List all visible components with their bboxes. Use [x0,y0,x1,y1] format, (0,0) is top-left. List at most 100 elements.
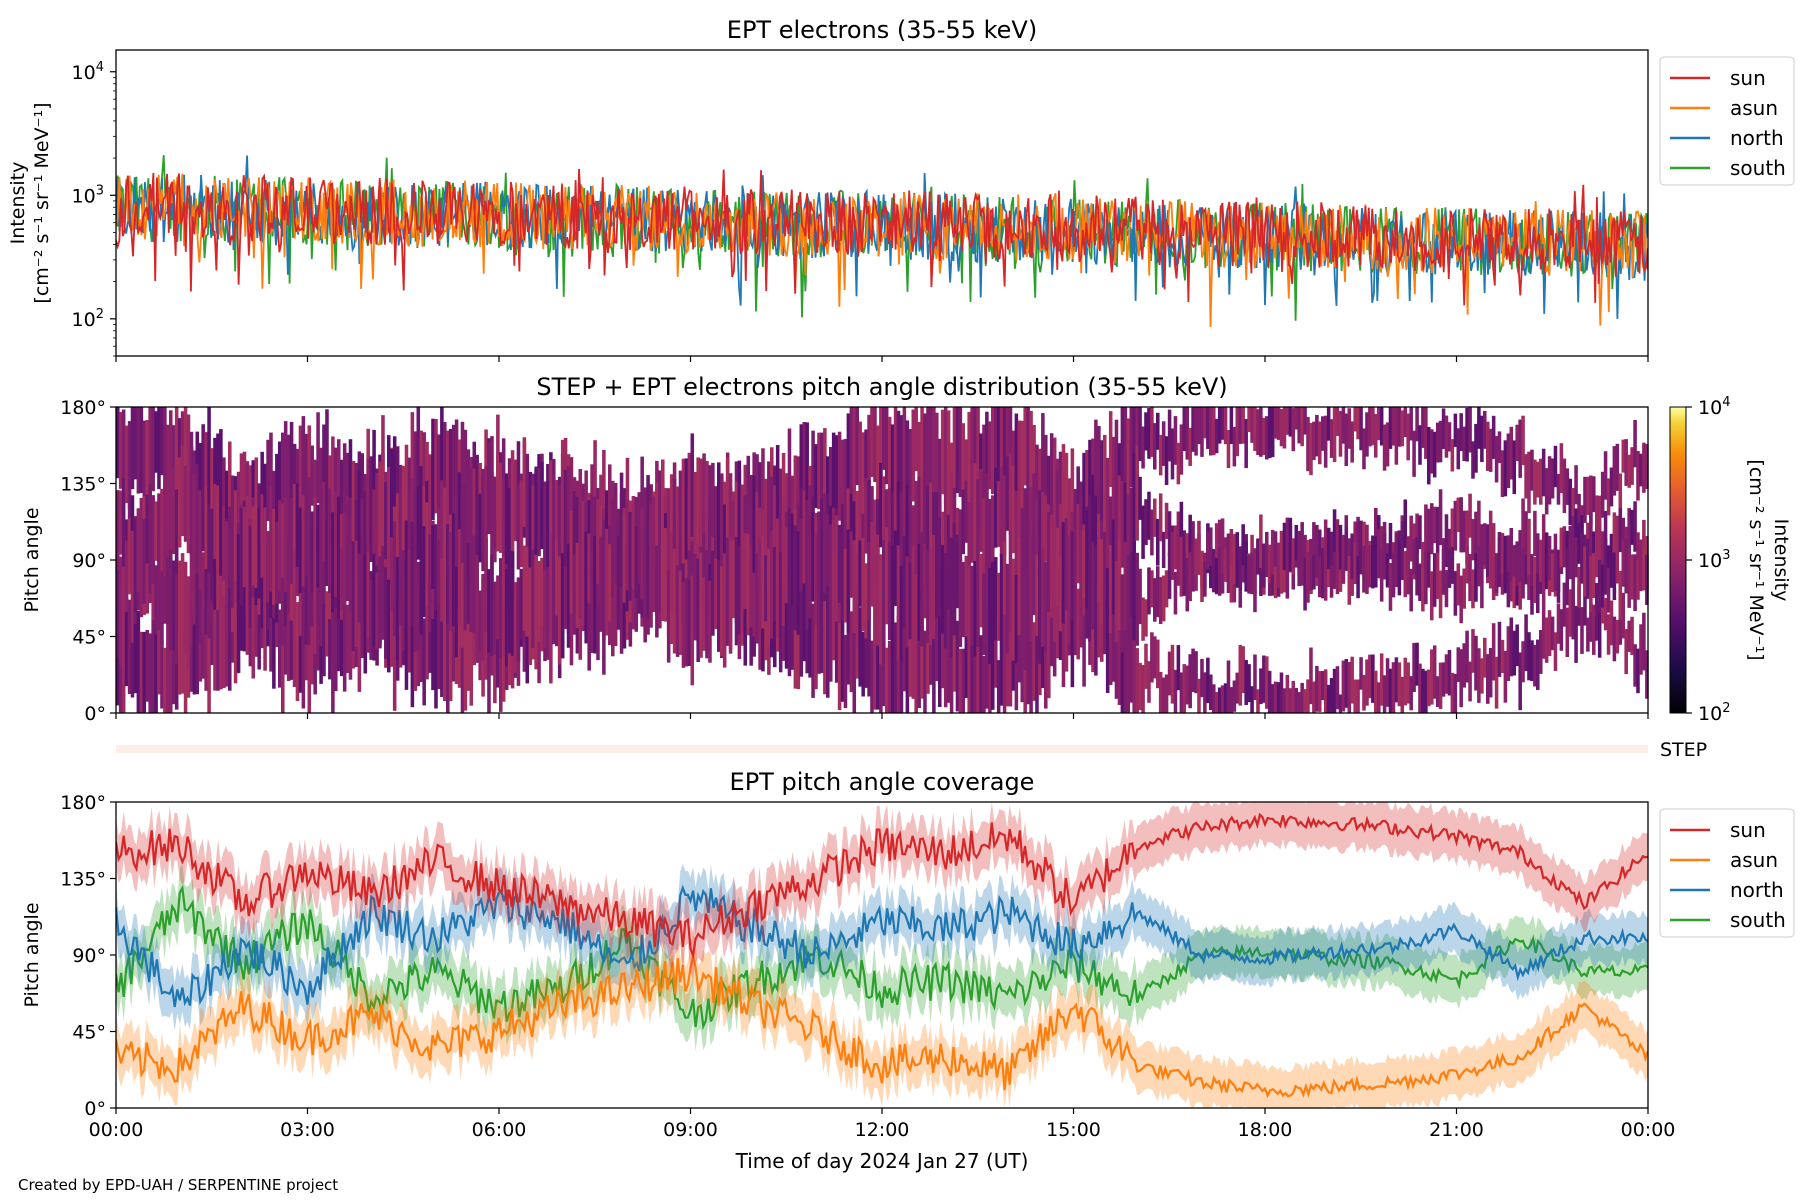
panel3-y-ticks: 0°45°90°135°180° [60,792,116,1120]
heatmap-cell [1194,538,1198,575]
heatmap-cell [1606,568,1611,613]
heatmap-cell [363,491,368,593]
heatmap-cell [920,532,924,647]
heatmap-cell [381,452,385,557]
heatmap-cell [1368,407,1372,447]
heatmap-cell [1630,554,1634,600]
heatmap-cell [1335,519,1340,563]
heatmap-cell [870,407,874,478]
heatmap-cell [531,549,535,649]
heatmap-cell [1318,421,1322,465]
heatmap-cell [840,504,845,621]
heatmap-cell [1082,530,1086,598]
heatmap-cell [337,587,341,672]
heatmap-cell [1238,407,1243,444]
heatmap-cell [1217,519,1222,565]
heatmap-cell [1565,607,1570,657]
heatmap-cell [1415,407,1419,442]
heatmap-cell [1362,675,1366,711]
heatmap-cell [1156,518,1160,566]
heatmap-cell [1568,478,1573,526]
heatmap-cell [1064,568,1069,672]
heatmap-cell [154,411,158,473]
heatmap-cell [773,485,777,582]
heatmap-cell [675,486,680,573]
heatmap-cell [378,461,382,583]
heatmap-cell [216,485,220,570]
heatmap-cell [1091,541,1095,630]
heatmap-cell [864,429,868,508]
heatmap-cell [1241,524,1245,566]
heatmap-cell [664,528,668,622]
heatmap-cell [1055,471,1060,570]
heatmap-cell [1362,428,1366,470]
heatmap-cell [257,576,261,670]
heatmap-cell [325,483,329,586]
heatmap-cell [560,453,565,565]
heatmap-cell [351,541,356,652]
heatmap-cell [1321,416,1325,451]
heatmap-cell [1571,516,1575,568]
heatmap-cell [870,640,874,713]
heatmap-cell [814,533,818,625]
heatmap-cell [446,524,450,624]
heatmap-cell [251,506,256,586]
heatmap-cell [1491,553,1496,600]
heatmap-cell [1350,656,1354,704]
heatmap-cell [1377,407,1381,441]
heatmap-cell [955,407,960,494]
heatmap-cell [843,635,848,709]
heatmap-cell [1049,433,1054,519]
heatmap-cell [958,557,963,647]
heatmap-cell [163,647,167,713]
heatmap-cell [1533,644,1537,687]
heatmap-cell [1597,524,1602,573]
heatmap-cell [1144,599,1148,637]
heatmap-cell [1014,490,1019,584]
heatmap-cell [1297,692,1301,713]
heatmap-cell [793,455,798,552]
heatmap-cell [1468,661,1472,702]
heatmap-cell [1161,421,1166,466]
heatmap-cell [870,522,874,607]
heatmap-cell [943,407,948,506]
heatmap-cell [1335,547,1340,595]
heatmap-cell [1191,545,1195,592]
heatmap-cell [248,525,253,628]
heatmap-cell [908,562,913,640]
heatmap-cell [1297,530,1301,587]
heatmap-cell [337,439,341,513]
heatmap-cell [1394,657,1399,703]
heatmap-cell [354,540,359,647]
heatmap-cell [1282,550,1287,593]
heatmap-cell [1344,527,1349,571]
heatmap-cell [195,561,200,653]
heatmap-cell [1126,554,1131,649]
heatmap-cell [345,604,350,674]
heatmap-cell [1123,407,1128,510]
heatmap-cell [867,542,871,620]
heatmap-cell [873,407,877,483]
heatmap-cell [1270,530,1275,576]
heatmap-cell [1533,556,1537,604]
heatmap-cell [1527,451,1531,514]
heatmap-cell [1088,521,1092,642]
heatmap-cell [225,599,229,687]
heatmap-cell [790,513,795,607]
heatmap-cell [1403,657,1408,706]
heatmap-cell [401,550,406,651]
heatmap-cell [1262,543,1266,588]
heatmap-cell [454,493,459,590]
heatmap-cell [493,476,497,549]
heatmap-cell [1273,681,1278,713]
heatmap-cell [1150,570,1154,608]
heatmap-cell [1418,425,1422,465]
heatmap-cell [139,631,144,713]
heatmap-cell [1061,522,1066,624]
heatmap-cell [1379,653,1384,706]
heatmap-cell [1117,624,1122,705]
heatmap-cell [419,466,424,570]
heatmap-cell [1076,503,1080,584]
heatmap-cell [970,407,974,465]
heatmap-cell [964,606,969,698]
